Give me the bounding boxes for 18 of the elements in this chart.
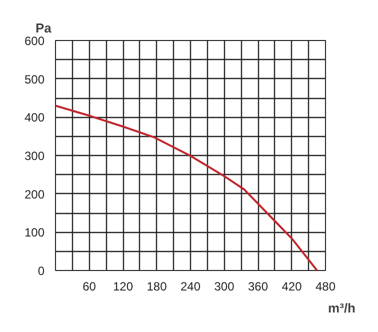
x-axis-title: m³/h [328,300,356,316]
y-tick-label: 100 [24,226,45,240]
x-tick-label: 120 [112,280,134,294]
x-tick-label: 180 [146,280,168,294]
y-tick-label: 500 [24,72,45,86]
y-tick-label: 300 [24,149,45,163]
x-tick-label: 240 [180,280,201,294]
line-series [56,104,318,270]
y-axis-title: Pa [36,20,52,36]
x-tick-label: 360 [248,280,268,294]
y-tick-label: 200 [24,187,45,202]
x-tick-label: 480 [315,280,336,294]
y-tick-label: 0 [38,264,45,278]
x-tick-label: 300 [214,280,235,294]
y-tick-label: 400 [24,110,45,125]
x-tick-label: 420 [282,280,302,294]
x-tick-label: 60 [82,280,96,294]
y-tick-label: 600 [24,34,45,48]
